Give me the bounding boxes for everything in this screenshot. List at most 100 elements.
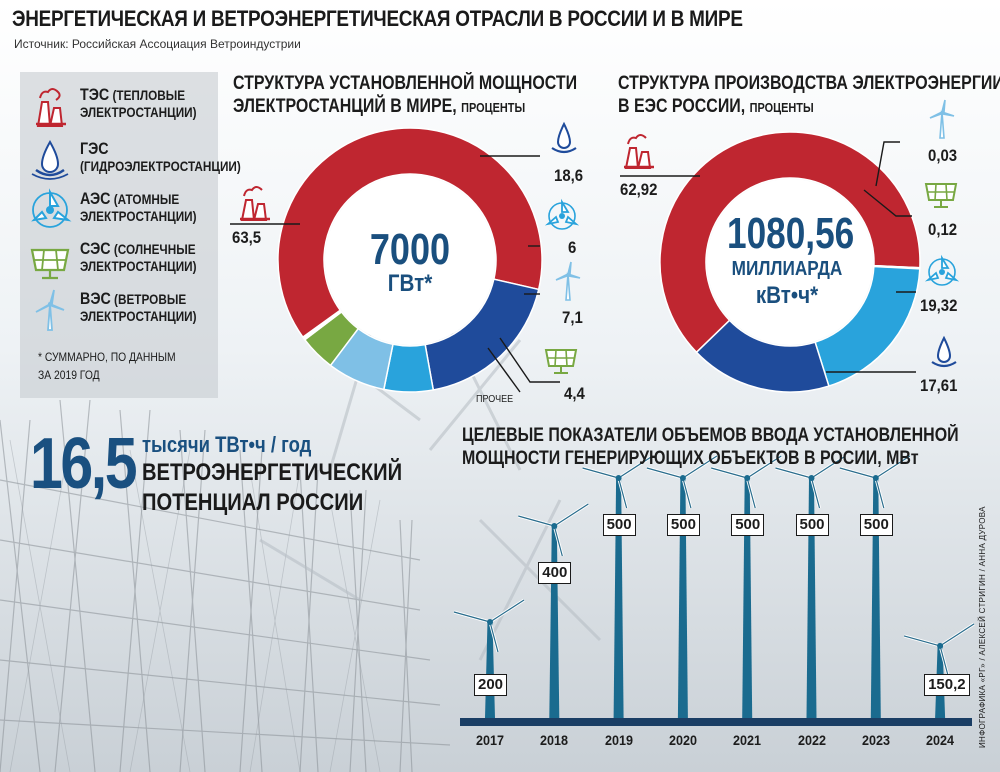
chart1-leaders (230, 155, 560, 393)
turbine-blade-outline (489, 621, 499, 653)
potential-line2: ПОТЕНЦИАЛ РОССИИ (142, 489, 364, 516)
label-aes-world: 6 (568, 238, 577, 257)
bar-year-label: 2022 (797, 732, 826, 748)
chart2-title: СТРУКТУРА ПРОИЗВОДСТВА ЭЛЕКТРОЭНЕРГИИ В … (618, 72, 1000, 119)
solar-panel-icon (924, 183, 958, 208)
atom-icon (924, 254, 960, 286)
legend-abbr: ВЭС (80, 289, 111, 308)
turbine-blade-outline (875, 455, 911, 479)
bar-turbine-blades (839, 454, 911, 509)
bar-value-label: 500 (731, 514, 765, 536)
turbine-blade-outline (682, 477, 692, 509)
turbine-blade-outline (775, 467, 812, 479)
bar-turbine-blades (646, 454, 718, 509)
water-drop-icon (31, 139, 69, 180)
leader-ves-2 (875, 141, 900, 187)
legend-line2: (ГИДРОЭЛЕКТРОСТАНЦИИ) (80, 158, 241, 174)
turbine-blade-outline (875, 477, 885, 509)
thermal-plant-icon (36, 88, 66, 127)
turbine-hub (615, 475, 622, 481)
chart1-center-unit: ГВт* (387, 270, 433, 297)
leader-ses-2 (863, 189, 912, 217)
bar-year-label: 2021 (733, 732, 762, 748)
label-ses-world: 4,4 (564, 384, 585, 403)
legend-abbr: СЭС (80, 239, 111, 258)
wind-turbine-icon (929, 99, 955, 139)
footnote: * СУММАРНО, ПО ДАННЫМ ЗА 2019 ГОД (38, 348, 176, 384)
water-drop-icon (551, 121, 577, 154)
bar-turbine-blades (453, 598, 525, 653)
chart2-center-value: 1080,56 (727, 209, 855, 258)
donut-slice-ges (695, 319, 830, 393)
turbine-hub (872, 475, 879, 481)
thermal-plant-icon (624, 134, 654, 169)
credits: ИНФОГРАФИКА «РГ» / АЛЕКСЕЙ СТРИГИН / АНН… (978, 506, 987, 748)
bar-title-line2: МОЩНОСТИ ГЕНЕРИРУЮЩИХ ОБЪЕКТОВ В РОСИИ, … (462, 448, 919, 469)
chart2-icons (624, 99, 960, 368)
turbine-hub (487, 619, 493, 625)
solar-panel-icon (30, 248, 70, 280)
footnote-line2: ЗА 2019 ГОД (38, 368, 100, 382)
bar-turbine-blades (710, 454, 783, 509)
chart1-center-value: 7000 (369, 225, 451, 274)
donut-slice-tes (659, 131, 921, 354)
label-aes-russia: 19,32 (920, 296, 958, 315)
bar-year-label: 2023 (861, 732, 890, 748)
bar-year-label: 2019 (604, 732, 633, 748)
bar-chart-wind-targets (453, 454, 975, 726)
turbine-hub (808, 475, 815, 481)
wind-turbine-icon (35, 289, 65, 331)
turbine-hub (551, 523, 558, 529)
legend-line2: ЭЛЕКТРОСТАНЦИИ) (80, 258, 197, 274)
bar-tower-2022 (806, 478, 817, 718)
bar-value-label: 150,2 (924, 674, 970, 696)
source-note: Источник: Российская Ассоциация Ветроинд… (14, 37, 301, 51)
label-ves-russia: 0,03 (928, 146, 958, 165)
leader-other-1 (487, 347, 521, 393)
label-other-world: ПРОЧЕЕ (476, 394, 514, 405)
legend-line1: (ТЕПЛОВЫЕ (112, 87, 186, 103)
bar-value-label: 200 (474, 674, 508, 696)
chart2-center-unit1: МИЛЛИАРДА (731, 258, 843, 280)
legend-abbr: ГЭС (80, 139, 109, 158)
turbine-blade-outline (618, 477, 628, 509)
donut-hole (707, 179, 873, 345)
donut-slice-tes (277, 127, 543, 339)
water-drop-icon (931, 335, 957, 368)
turbine-blade-outline (553, 503, 589, 527)
bar-year-label: 2020 (668, 732, 697, 748)
potential-value: 16,5 (30, 424, 138, 504)
turbine-blade-outline (939, 645, 949, 677)
chart2-title-line2: В ЕЭС РОССИИ, (618, 96, 746, 117)
label-ges-world: 18,6 (554, 166, 584, 185)
chart1-units: ПРОЦЕНТЫ (461, 100, 526, 115)
bar-year-label: 2018 (540, 732, 569, 748)
label-tes-world: 63,5 (232, 228, 262, 247)
donut-chart-russia-production (659, 131, 921, 393)
bar-value-label: 500 (602, 514, 636, 536)
bar-turbine-blades (582, 454, 654, 509)
bar-value-label: 500 (666, 514, 700, 536)
bar-value-label: 500 (859, 514, 893, 536)
turbine-blade-outline (746, 455, 782, 479)
turbine-blade-outline (646, 467, 684, 479)
bar-tower-2019 (613, 478, 624, 718)
legend-line1: (АТОМНЫЕ (113, 191, 180, 207)
legend-line2: ЭЛЕКТРОСТАНЦИИ) (80, 104, 197, 120)
turbine-blade-outline (810, 477, 821, 509)
chart1-title: СТРУКТУРА УСТАНОВЛЕННОЙ МОЩНОСТИ ЭЛЕКТРО… (233, 72, 577, 119)
legend-abbr: ТЭС (80, 85, 110, 104)
chart2-center-unit2: кВт•ч* (755, 282, 819, 309)
label-ves-world: 7,1 (562, 308, 583, 327)
legend-abbr: АЭС (80, 189, 111, 208)
bar-year-label: 2024 (926, 732, 955, 748)
chart1-title-line2: ЭЛЕКТРОСТАНЦИЙ В МИРЕ, (233, 96, 457, 117)
donut-slice-ves (329, 327, 394, 391)
bar-year-label: 2017 (475, 732, 505, 748)
bar-tower-2021 (742, 478, 753, 718)
turbine-blade-outline (582, 467, 619, 479)
label-ses-russia: 0,12 (928, 220, 958, 239)
chart1-title-line1: СТРУКТУРА УСТАНОВЛЕННОЙ МОЩНОСТИ (233, 73, 578, 94)
turbine-blade-outline (618, 455, 653, 479)
